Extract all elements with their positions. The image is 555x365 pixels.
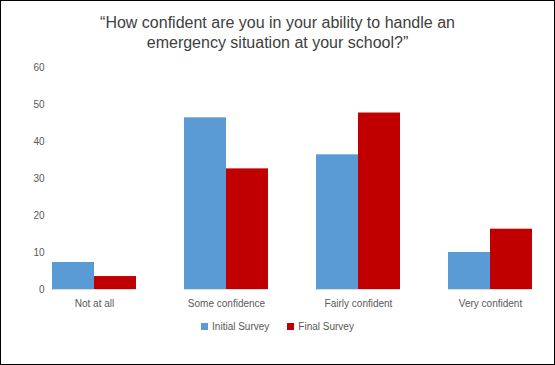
html-text:“How confident are you in your: “How confident are you in your ability t… bbox=[100, 14, 455, 51]
svg-text:20: 20 bbox=[33, 210, 45, 221]
svg-text:Not at all: Not at all bbox=[75, 298, 114, 309]
svg-text:50: 50 bbox=[33, 99, 45, 110]
svg-text:Some confidence: Some confidence bbox=[188, 298, 266, 309]
svg-text:60: 60 bbox=[33, 62, 45, 73]
svg-text:0: 0 bbox=[39, 284, 45, 295]
svg-text:Very confident: Very confident bbox=[459, 298, 523, 309]
html-text:Final Survey: Final Survey bbox=[298, 321, 354, 332]
html-text:Initial Survey: Initial Survey bbox=[212, 321, 270, 332]
svg-text:30: 30 bbox=[33, 173, 45, 184]
svg-text:Fairly confident: Fairly confident bbox=[325, 298, 393, 309]
svg-text:40: 40 bbox=[33, 136, 45, 147]
svg-text:10: 10 bbox=[33, 247, 45, 258]
